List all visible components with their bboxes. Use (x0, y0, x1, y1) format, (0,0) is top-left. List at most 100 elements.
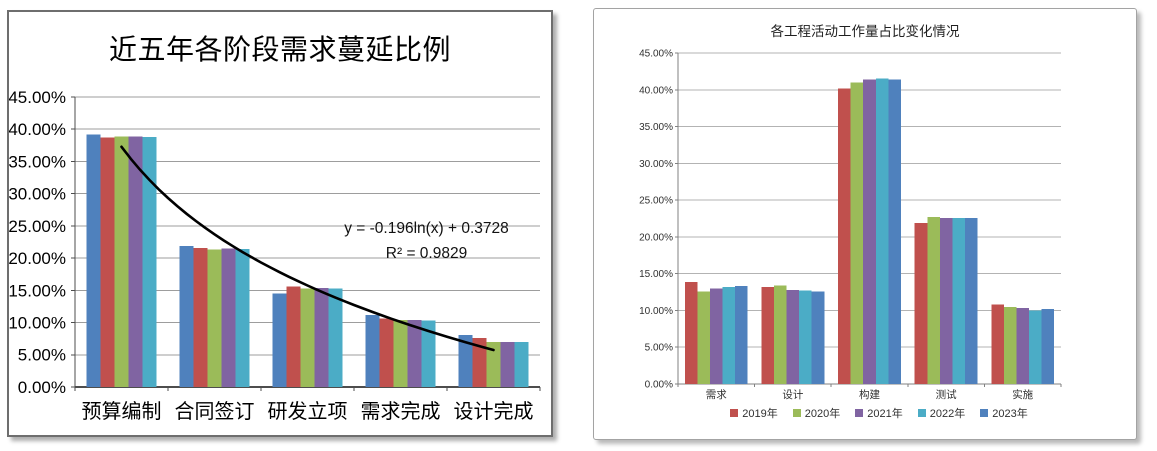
x-category-label: 设计完成 (454, 400, 534, 423)
bar (179, 245, 194, 387)
bar (786, 289, 800, 384)
left-chart-plot: 0.00% 5.00% 10.00% 15.00% 20.00% 25.00% 30.00%… (9, 88, 541, 423)
bar (735, 286, 748, 384)
legend-item: 2021年 (855, 405, 903, 421)
bar (328, 288, 343, 387)
y-tick-label: 35.00% (9, 152, 66, 171)
y-tick-label: 30.00% (639, 159, 673, 170)
bars-layer (86, 134, 529, 387)
bar (1016, 308, 1029, 384)
x-category-label: 预算编制 (82, 400, 162, 423)
y-tick-label: 25.00% (639, 196, 673, 207)
x-category-label: 测试 (936, 388, 958, 401)
legend-swatch (855, 409, 864, 417)
bar (272, 293, 287, 387)
bar (221, 248, 236, 387)
x-category-label: 构建 (859, 388, 880, 401)
bar (365, 314, 380, 387)
legend-item: 2022年 (917, 405, 966, 421)
bar (838, 88, 851, 384)
bar (722, 286, 736, 384)
bar (1028, 310, 1042, 384)
right-chart-plot: 0.00% 5.00% 10.00% 15.00% 20.00% 25.00% 30.00%… (639, 49, 1062, 401)
bar (100, 137, 115, 387)
bar (500, 341, 515, 387)
bar (939, 217, 953, 384)
bar (286, 286, 301, 387)
bar (314, 287, 329, 387)
legend-label: 2023年 (992, 408, 1028, 420)
bar (393, 319, 408, 387)
y-tick-label: 10.00% (9, 314, 66, 333)
bars-layer (684, 78, 1055, 384)
bar (86, 134, 101, 387)
bar (486, 341, 501, 387)
bar (811, 291, 825, 384)
bar (458, 334, 473, 387)
bar (421, 320, 436, 387)
legend-item: 2023年 (980, 405, 1028, 421)
legend: 2019年 2020年 2021年 2022年 2023年 (594, 403, 1136, 423)
bar (193, 247, 208, 387)
bar (991, 304, 1004, 384)
y-tick-label: 10.00% (639, 306, 673, 317)
y-tick-label: 15.00% (639, 269, 673, 280)
bar (875, 78, 889, 384)
x-category-label: 设计 (782, 388, 803, 401)
legend-swatch (980, 409, 989, 417)
bar (697, 291, 711, 384)
legend-item: 2020年 (792, 405, 841, 421)
legend-label: 2021年 (867, 408, 903, 420)
bar (514, 341, 529, 387)
y-tick-label: 5.00% (645, 343, 673, 354)
bar (407, 319, 422, 387)
bar (774, 285, 787, 384)
right-chart[interactable]: 各工程活动工作量占比变化情况 0.00% 5.00% 10.00% 15.00% 20.… (593, 8, 1137, 440)
bar (207, 249, 222, 387)
y-tick-label: 35.00% (639, 122, 673, 133)
bar (710, 288, 723, 384)
y-tick-label: 0.00% (18, 378, 66, 397)
x-category-label: 合同签订 (175, 400, 255, 423)
legend-swatch (917, 409, 926, 417)
y-tick-label: 5.00% (18, 346, 66, 365)
bar (379, 318, 394, 387)
x-category-label: 研发立项 (268, 400, 348, 423)
y-tick-label: 45.00% (9, 88, 66, 107)
y-tick-label: 15.00% (9, 281, 66, 300)
bar (1003, 306, 1017, 384)
bar (799, 290, 812, 384)
bar (128, 136, 143, 387)
y-tick-label: 30.00% (9, 185, 66, 204)
legend-swatch (792, 409, 801, 417)
legend-label: 2020年 (804, 408, 841, 420)
bar (684, 281, 698, 384)
y-tick-label: 40.00% (9, 120, 66, 139)
left-chart[interactable]: 近五年各阶段需求蔓延比例 0.00% 5.00% 10.00% 15.00% 20.00… (7, 10, 553, 437)
legend-label: 2022年 (929, 408, 966, 420)
bar (964, 217, 978, 384)
legend-item: 2019年 (730, 405, 778, 421)
bar (300, 288, 315, 387)
bar (761, 286, 775, 384)
x-category-label: 需求完成 (361, 400, 441, 423)
y-tick-label: 40.00% (639, 85, 673, 96)
trendline-r-squared: R² = 0.9829 (385, 245, 468, 262)
y-tick-label: 0.00% (645, 380, 673, 391)
bar (888, 79, 901, 384)
bar (927, 217, 940, 384)
trendline (120, 145, 495, 352)
bar (914, 222, 928, 384)
right-chart-title: 各工程活动工作量占比变化情况 (770, 24, 960, 39)
y-tick-label: 45.00% (639, 49, 673, 60)
bar (952, 217, 965, 384)
bar (114, 136, 129, 387)
y-tick-label: 20.00% (9, 249, 66, 268)
bar (472, 338, 487, 387)
bar (142, 136, 157, 387)
legend-swatch (730, 409, 739, 417)
trendline-equation: y = -0.196ln(x) + 0.3728 (344, 220, 509, 237)
bar (850, 82, 864, 384)
bar (1041, 308, 1055, 384)
